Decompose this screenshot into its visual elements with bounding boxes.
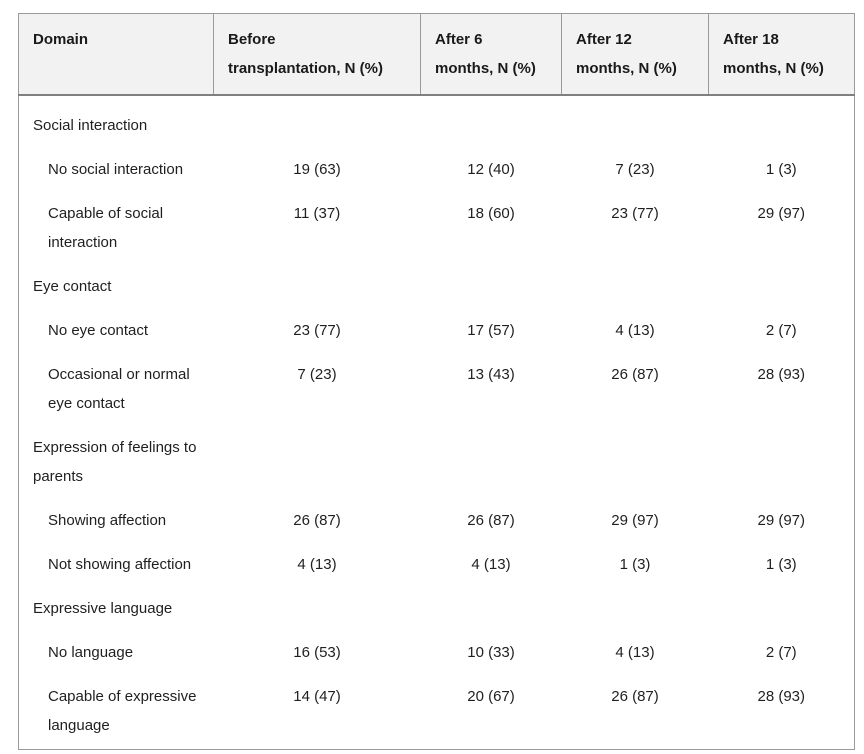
value-cell: 29 (97) <box>611 512 659 529</box>
column-header: After 6 months, N (%) <box>420 13 562 96</box>
value-cell: 12 (40) <box>467 161 515 178</box>
data-row: Occasional or normal eye contact 7 (23) 13… <box>19 345 855 418</box>
empty-cell <box>562 579 709 623</box>
value-cell: 19 (63) <box>293 161 341 178</box>
empty-cell <box>709 95 855 140</box>
outcomes-table: Domain Before transplantation, N (%) After… <box>18 13 855 750</box>
row-label: Showing affection <box>48 512 167 529</box>
value-cell: 4 (13) <box>471 556 511 573</box>
section-row: Expressive language <box>19 579 855 623</box>
row-label: No eye contact <box>48 322 149 339</box>
value-cell: 4 (13) <box>615 322 655 339</box>
section-label: Social interaction <box>33 117 148 134</box>
section-row: Eye contact <box>19 257 855 301</box>
value-cell: 14 (47) <box>293 688 341 705</box>
value-cell: 7 (23) <box>615 161 655 178</box>
value-cell: 26 (87) <box>293 512 341 529</box>
section-label: Expressive language <box>33 600 173 617</box>
value-cell: 29 (97) <box>757 512 806 529</box>
data-row: Showing affection 26 (87) 26 (87) 29 (97) 29… <box>19 491 855 535</box>
value-cell: 18 (60) <box>467 205 515 222</box>
value-cell: 29 (97) <box>757 205 806 222</box>
row-label: Occasional or normal eye contact <box>48 366 190 412</box>
table-header: Domain Before transplantation, N (%) After… <box>18 13 855 96</box>
empty-cell <box>421 418 562 491</box>
value-cell: 2 (7) <box>765 644 797 661</box>
column-header: Domain <box>18 13 214 96</box>
value-cell: 11 (37) <box>293 205 341 222</box>
value-cell: 26 (87) <box>611 688 659 705</box>
section-label: Eye contact <box>33 278 112 295</box>
value-cell: 20 (67) <box>467 688 515 705</box>
value-cell: 4 (13) <box>615 644 655 661</box>
table-body: Social interaction No social interaction 1… <box>19 95 855 750</box>
value-cell: 7 (23) <box>297 366 337 383</box>
value-cell: 1 (3) <box>619 556 651 573</box>
value-cell: 17 (57) <box>467 322 515 339</box>
value-cell: 1 (3) <box>765 556 797 573</box>
empty-cell <box>214 95 421 140</box>
row-label: No language <box>48 644 134 661</box>
empty-cell <box>214 579 421 623</box>
value-cell: 4 (13) <box>297 556 337 573</box>
empty-cell <box>709 418 855 491</box>
header-row: Domain Before transplantation, N (%) After… <box>18 13 855 96</box>
column-header: After 18 months, N (%) <box>708 13 855 96</box>
data-row: No social interaction 19 (63) 12 (40) 7 (23… <box>19 140 855 184</box>
empty-cell <box>214 257 421 301</box>
page: Domain Before transplantation, N (%) After… <box>0 13 864 754</box>
row-label: Capable of expressive language <box>48 688 197 734</box>
section-row: Social interaction <box>19 95 855 140</box>
data-row: No language 16 (53) 10 (33) 4 (13) 2 (7) <box>19 623 855 667</box>
empty-cell <box>562 95 709 140</box>
data-row: Capable of expressive language 14 (47) 20 … <box>19 667 855 750</box>
value-cell: 28 (93) <box>757 688 806 705</box>
empty-cell <box>214 418 421 491</box>
value-cell: 16 (53) <box>293 644 341 661</box>
value-cell: 13 (43) <box>467 366 515 383</box>
value-cell: 2 (7) <box>765 322 797 339</box>
empty-cell <box>421 257 562 301</box>
data-row: Capable of social interaction 11 (37) 18 (… <box>19 184 855 257</box>
value-cell: 23 (77) <box>293 322 341 339</box>
empty-cell <box>709 579 855 623</box>
data-row: Not showing affection 4 (13) 4 (13) 1 (3) 1 … <box>19 535 855 579</box>
empty-cell <box>421 579 562 623</box>
empty-cell <box>421 95 562 140</box>
empty-cell <box>562 418 709 491</box>
value-cell: 26 (87) <box>467 512 515 529</box>
empty-cell <box>709 257 855 301</box>
section-row: Expression of feelings to parents <box>19 418 855 491</box>
value-cell: 10 (33) <box>467 644 515 661</box>
data-row: No eye contact 23 (77) 17 (57) 4 (13) 2 (7) <box>19 301 855 345</box>
row-label: Not showing affection <box>48 556 192 573</box>
column-header: After 12 months, N (%) <box>561 13 709 96</box>
column-header: Before transplantation, N (%) <box>213 13 421 96</box>
section-label: Expression of feelings to parents <box>33 439 197 485</box>
empty-cell <box>562 257 709 301</box>
value-cell: 26 (87) <box>611 366 659 383</box>
value-cell: 28 (93) <box>757 366 806 383</box>
row-label: Capable of social interaction <box>48 205 164 251</box>
value-cell: 23 (77) <box>611 205 659 222</box>
value-cell: 1 (3) <box>765 161 797 178</box>
row-label: No social interaction <box>48 161 184 178</box>
